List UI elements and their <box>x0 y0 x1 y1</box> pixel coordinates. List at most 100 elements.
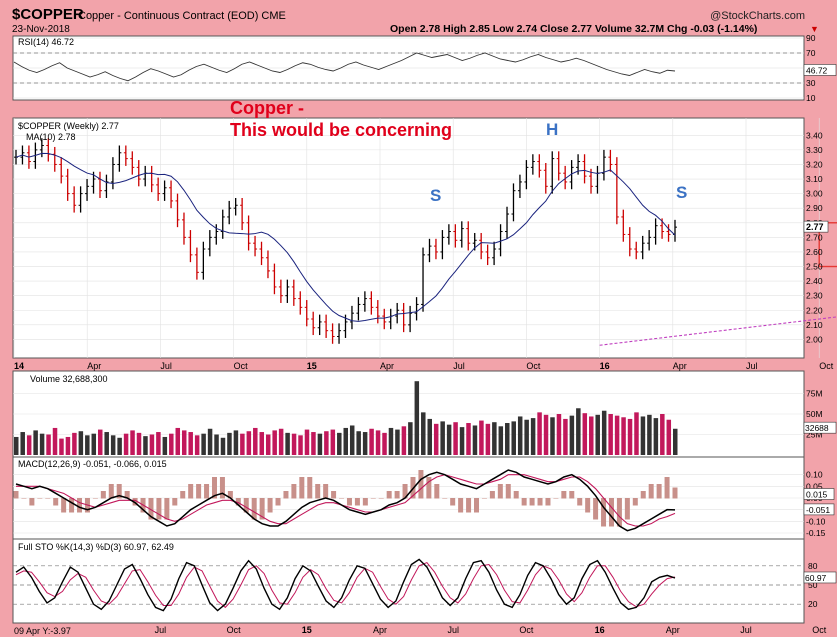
volume-bar <box>414 381 420 455</box>
bottom-x-tick: 16 <box>595 625 605 635</box>
volume-bar <box>97 429 103 455</box>
price-x-tick: Apr <box>673 361 687 371</box>
volume-bar <box>446 424 452 455</box>
rsi-current-value: 46.72 <box>806 65 828 75</box>
volume-bar <box>78 431 84 455</box>
price-x-tick: 14 <box>14 361 24 371</box>
macd-line <box>15 469 676 532</box>
volume-bar <box>530 418 536 455</box>
stochastic-current-value-box <box>803 571 837 584</box>
volume-bar <box>311 432 316 455</box>
bottom-x-tick: Jul <box>447 625 459 635</box>
macd-histogram-bar <box>219 477 225 499</box>
volume-bar <box>595 414 600 455</box>
rsi-title: RSI(14) 46.72 <box>18 37 74 47</box>
macd-histogram-bar <box>608 498 614 527</box>
volume-bar <box>162 436 168 455</box>
price-tick-label: 3.40 <box>806 130 823 140</box>
macd-histogram-bar <box>251 498 257 520</box>
volume-bar <box>59 438 64 455</box>
macd-histogram-bar <box>235 498 241 506</box>
macd-histogram-bar <box>331 491 337 499</box>
rsi-tick-label: 90 <box>806 33 816 43</box>
volume-bar <box>272 430 277 455</box>
cursor-readout: 09 Apr Y:-3.97 <box>14 626 71 636</box>
volume-bar <box>214 434 219 455</box>
macd-histogram-bar <box>299 477 305 499</box>
macd-histogram-bar <box>164 498 170 520</box>
volume-bar <box>233 430 239 455</box>
macd-histogram-bar <box>521 498 527 506</box>
macd-histogram-bar <box>196 484 202 499</box>
stochastic-current-value: 60.97 <box>805 573 827 583</box>
macd-title: MACD(12,26,9) -0.051, -0.066, 0.015 <box>18 459 167 469</box>
volume-bar <box>175 427 181 455</box>
bottom-x-tick: Oct <box>812 625 827 635</box>
price-x-tick: Oct <box>526 361 541 371</box>
volume-bar <box>492 422 497 455</box>
macd-histogram-bar <box>561 491 567 499</box>
macd-current-value-box <box>803 488 835 500</box>
macd-histogram-bar <box>545 498 551 506</box>
volume-bar <box>220 437 226 455</box>
macd-histogram-bar <box>148 498 154 520</box>
volume-bar <box>517 416 523 455</box>
macd-tick-label: 0.10 <box>806 470 823 480</box>
annotation-left-shoulder: S <box>430 186 441 205</box>
volume-bar <box>253 427 258 455</box>
volume-bar <box>382 432 387 455</box>
price-tick-label: 2.40 <box>806 276 823 286</box>
price-tick-label: 2.10 <box>806 320 823 330</box>
volume-bar <box>453 422 458 455</box>
macd-histogram-bar <box>442 498 448 499</box>
volume-bar <box>375 430 381 455</box>
volume-tick-label: 25M <box>806 430 823 440</box>
macd-histogram-bar <box>537 498 543 506</box>
volume-bar <box>466 423 471 455</box>
volume-bar <box>330 429 336 455</box>
bottom-x-tick: Jul <box>740 625 752 635</box>
macd-histogram-bar <box>275 498 281 506</box>
rsi-tick-label: 10 <box>806 93 816 103</box>
price-tick-label: 3.20 <box>806 159 823 169</box>
macd-histogram-bar <box>648 484 654 499</box>
macd-histogram-bar <box>227 491 233 499</box>
neckline-trendline <box>599 316 837 346</box>
bottom-x-tick: Apr <box>666 625 680 635</box>
volume-bar <box>601 410 607 455</box>
price-x-tick: Oct <box>819 361 834 371</box>
volume-bar <box>349 425 355 455</box>
volume-bar <box>673 428 678 455</box>
volume-bar <box>621 417 626 455</box>
macd-histogram-bar <box>513 491 519 499</box>
macd-histogram-bar <box>172 498 178 506</box>
volume-bar <box>647 414 652 455</box>
volume-bar <box>85 435 90 455</box>
macd-histogram-bar <box>267 498 273 513</box>
macd-histogram-bar <box>92 498 98 499</box>
macd-histogram-bar <box>577 498 583 506</box>
macd-histogram-bar <box>458 498 464 513</box>
rsi-line <box>13 52 676 82</box>
macd-histogram-bar <box>489 491 495 499</box>
volume-bar <box>472 425 478 455</box>
volume-bar <box>479 420 484 455</box>
volume-bar <box>26 435 32 455</box>
volume-bar <box>537 412 542 455</box>
volume-bar <box>498 426 504 455</box>
volume-bar <box>123 433 129 455</box>
volume-bar <box>337 432 342 455</box>
volume-bar <box>401 426 407 455</box>
volume-bar <box>388 427 394 455</box>
volume-bar <box>589 416 594 455</box>
volume-bar <box>459 427 465 455</box>
stochastic-k-line <box>15 558 676 612</box>
macd-histogram-bar <box>339 498 345 499</box>
annotation-head: H <box>546 120 558 139</box>
volume-bar <box>169 433 174 455</box>
bottom-x-tick: Jul <box>155 625 167 635</box>
volume-bar <box>666 419 672 455</box>
macd-histogram-bar <box>601 498 607 527</box>
volume-bar <box>304 429 310 455</box>
